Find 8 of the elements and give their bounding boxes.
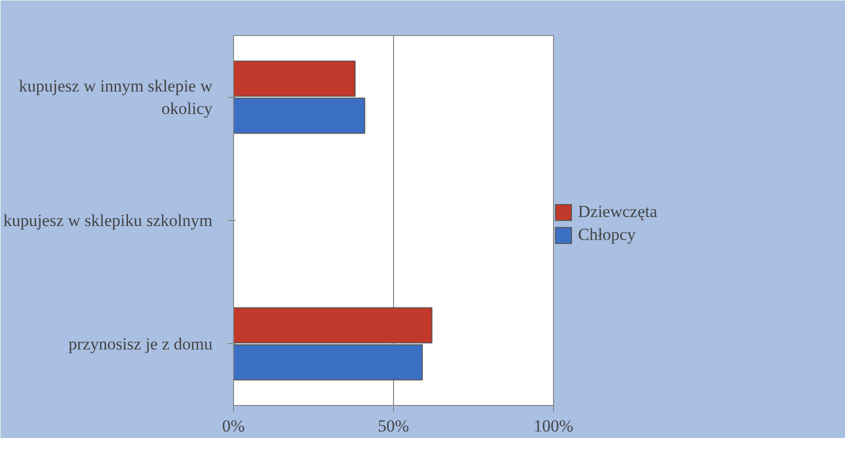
y-tick-label: kupujesz w innym sklepie w okolicy xyxy=(18,76,214,118)
legend-label: Chłopcy xyxy=(578,225,636,245)
x-tick-label: 50% xyxy=(378,416,410,436)
y-tick-label: kupujesz w sklepiku szkolnym xyxy=(3,211,212,230)
y-tick-label: przynosisz je z domu xyxy=(68,334,213,354)
legend-label: Dziewczęta xyxy=(578,202,658,222)
x-tick-label: 0% xyxy=(222,416,245,436)
x-tick-label: 100% xyxy=(534,416,574,436)
